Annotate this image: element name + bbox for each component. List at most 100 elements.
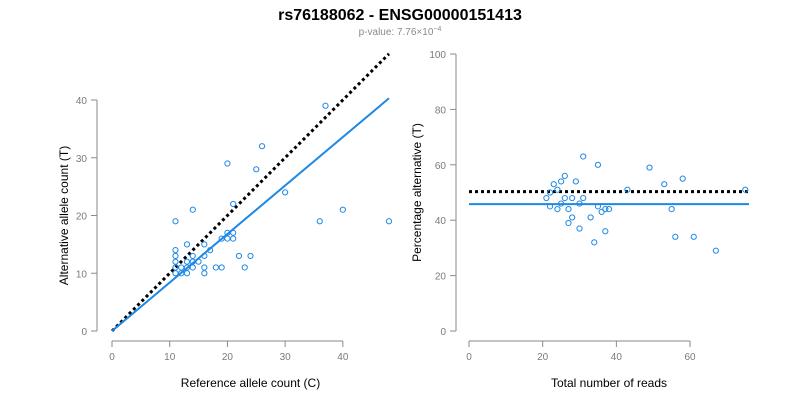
data-point bbox=[690, 233, 697, 240]
data-point bbox=[569, 194, 576, 202]
x-tick-label: 0 bbox=[466, 352, 472, 363]
data-point bbox=[605, 206, 613, 213]
data-point bbox=[550, 181, 557, 188]
data-point bbox=[580, 194, 587, 202]
data-point bbox=[646, 164, 653, 171]
fit-line bbox=[111, 97, 390, 332]
data-point bbox=[385, 218, 393, 225]
data-point bbox=[679, 175, 686, 182]
data-point bbox=[201, 252, 208, 260]
data-point bbox=[742, 186, 749, 193]
y-tick-label: 20 bbox=[435, 272, 447, 283]
data-point bbox=[230, 200, 237, 208]
data-point bbox=[247, 252, 254, 260]
data-point bbox=[591, 239, 598, 246]
data-point bbox=[339, 206, 346, 213]
data-point bbox=[207, 247, 214, 254]
y-tick-label: 20 bbox=[76, 212, 88, 223]
data-point bbox=[235, 252, 243, 260]
data-point bbox=[172, 247, 179, 254]
data-point bbox=[554, 186, 561, 193]
data-point bbox=[594, 161, 602, 168]
data-point bbox=[668, 206, 675, 213]
data-point bbox=[183, 270, 191, 277]
data-point bbox=[558, 178, 565, 185]
data-point bbox=[580, 153, 587, 160]
data-point bbox=[183, 241, 191, 248]
data-point bbox=[661, 181, 668, 188]
y-tick-label: 0 bbox=[440, 327, 446, 338]
data-point bbox=[672, 233, 679, 240]
data-point bbox=[587, 214, 594, 221]
data-point bbox=[546, 189, 554, 196]
x-axis-label: Total number of reads bbox=[551, 376, 667, 390]
data-point bbox=[178, 270, 185, 277]
data-point bbox=[189, 206, 196, 213]
x-tick-label: 40 bbox=[611, 352, 623, 363]
right-scatter-panel: 0 20 40 60 0 20 40 60 80 100 Total number of reads… bbox=[410, 50, 749, 390]
x-tick-label: 30 bbox=[280, 352, 292, 363]
x-tick-label: 20 bbox=[537, 352, 549, 363]
data-point bbox=[576, 200, 583, 207]
data-point bbox=[554, 206, 561, 213]
data-point bbox=[241, 264, 248, 271]
data-point bbox=[569, 214, 576, 221]
chart-subtitle: p-value: 7.76×10−4 bbox=[359, 26, 442, 38]
data-point bbox=[224, 160, 231, 167]
data-point bbox=[178, 264, 185, 271]
x-tick-label: 60 bbox=[684, 352, 696, 363]
data-point bbox=[172, 264, 179, 271]
data-point bbox=[576, 225, 583, 232]
data-point bbox=[561, 172, 568, 179]
data-point bbox=[172, 270, 179, 277]
data-point bbox=[230, 229, 237, 236]
data-point bbox=[594, 203, 602, 210]
y-tick-label: 60 bbox=[435, 161, 447, 172]
y-axis-label: Percentage alternative (T) bbox=[410, 123, 424, 262]
left-scatter-panel: 0 10 20 30 40 0 10 20 30 40 Reference allele count… bbox=[57, 52, 393, 390]
data-point bbox=[558, 200, 565, 207]
x-axis-label: Reference allele count (C) bbox=[181, 376, 320, 390]
y-tick-label: 10 bbox=[76, 269, 88, 280]
data-point bbox=[195, 258, 202, 265]
y-tick-label: 80 bbox=[435, 105, 447, 116]
data-point bbox=[258, 143, 266, 150]
data-point bbox=[546, 203, 554, 210]
x-tick-label: 10 bbox=[164, 352, 176, 363]
data-point bbox=[172, 252, 179, 260]
data-point bbox=[565, 206, 572, 213]
data-point bbox=[598, 208, 605, 215]
data-point bbox=[322, 102, 329, 109]
data-point bbox=[624, 186, 631, 193]
data-point bbox=[201, 270, 208, 277]
data-point bbox=[218, 264, 225, 271]
data-point bbox=[602, 206, 609, 213]
data-point bbox=[602, 228, 609, 235]
data-point bbox=[565, 219, 572, 227]
data-point bbox=[189, 252, 196, 260]
data-point bbox=[172, 258, 179, 265]
data-point bbox=[561, 194, 568, 202]
data-point bbox=[201, 264, 208, 271]
data-point bbox=[253, 166, 260, 173]
data-point bbox=[543, 194, 550, 202]
data-point bbox=[712, 247, 719, 254]
y-tick-label: 40 bbox=[76, 96, 88, 107]
chart-title: rs76188062 - ENSG00000151413 bbox=[278, 7, 522, 24]
data-point bbox=[282, 189, 289, 196]
y-tick-label: 0 bbox=[81, 327, 87, 338]
y-tick-label: 40 bbox=[435, 216, 447, 227]
data-point bbox=[316, 218, 323, 225]
pvalue-text: p-value: 7.76×10 bbox=[359, 27, 434, 38]
x-tick-label: 40 bbox=[337, 352, 349, 363]
pvalue-exponent: −4 bbox=[433, 26, 441, 33]
data-point bbox=[224, 235, 231, 242]
y-axis-label: Alternative allele count (T) bbox=[57, 146, 71, 285]
x-tick-label: 0 bbox=[109, 352, 115, 363]
data-point bbox=[201, 241, 208, 248]
reference-dotted-line bbox=[110, 52, 391, 333]
data-point bbox=[172, 218, 179, 225]
y-tick-label: 30 bbox=[76, 154, 88, 165]
